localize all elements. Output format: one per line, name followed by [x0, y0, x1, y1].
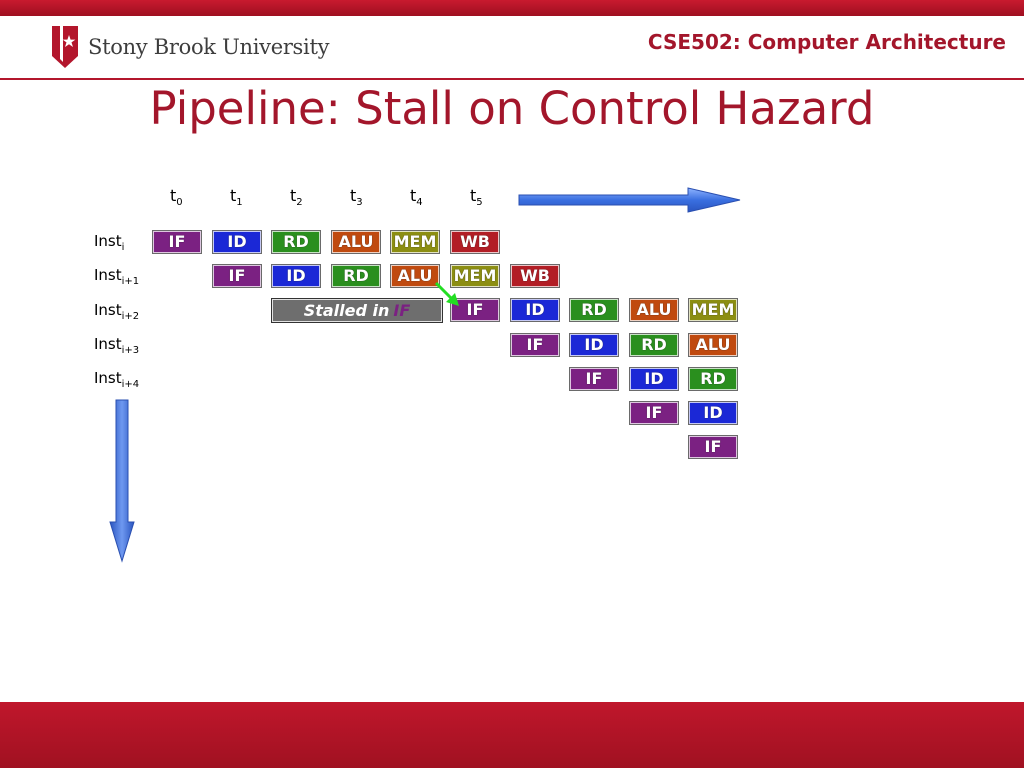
stall-release-arrow — [434, 281, 459, 306]
stage-mem-r2-c9: MEM — [688, 298, 738, 322]
instruction-label-3: Insti+3 — [94, 334, 140, 356]
time-label-0: t0 — [170, 186, 183, 208]
time-label-1: t1 — [230, 186, 243, 208]
instruction-arrow — [109, 399, 135, 563]
stage-mem-r0-c4: MEM — [390, 230, 440, 254]
course-title: CSE502: Computer Architecture — [647, 30, 1006, 54]
stage-rd-r3-c8: RD — [629, 333, 679, 357]
stage-if-r4-c7: IF — [569, 367, 619, 391]
stage-rd-r1-c3: RD — [331, 264, 381, 288]
stage-if-r3-c6: IF — [510, 333, 560, 357]
stage-mem-r1-c5: MEM — [450, 264, 500, 288]
stage-id-r1-c2: ID — [271, 264, 321, 288]
university-logo: Stony Brook University — [52, 26, 329, 68]
stage-id-r2-c6: ID — [510, 298, 560, 322]
stage-rd-r0-c2: RD — [271, 230, 321, 254]
university-name: Stony Brook University — [88, 35, 330, 59]
slide-title: Pipeline: Stall on Control Hazard — [149, 82, 875, 135]
stage-alu-r3-c9: ALU — [688, 333, 738, 357]
instruction-label-0: Insti — [94, 232, 125, 253]
time-arrow — [518, 187, 741, 213]
stage-rd-r4-c9: RD — [688, 367, 738, 391]
instruction-label-2: Insti+2 — [94, 300, 140, 322]
stage-if-r5-c8: IF — [629, 401, 679, 425]
stage-if-r1-c1: IF — [212, 264, 262, 288]
instruction-label-4: Insti+4 — [94, 369, 140, 391]
stage-id-r3-c7: ID — [569, 333, 619, 357]
stall-box: Stalled in IF — [271, 298, 443, 323]
bottom-banner — [0, 702, 1024, 768]
stage-alu-r1-c4: ALU — [390, 264, 440, 288]
stage-if-r6-c9: IF — [688, 435, 738, 459]
stage-rd-r2-c7: RD — [569, 298, 619, 322]
time-label-4: t4 — [410, 186, 423, 208]
time-label-3: t3 — [350, 186, 363, 208]
stall-text: Stalled in — [303, 301, 390, 320]
stall-stage-highlight: IF — [393, 301, 411, 320]
time-label-5: t5 — [470, 186, 483, 208]
instruction-label-1: Insti+1 — [94, 266, 140, 288]
stage-id-r5-c9: ID — [688, 401, 738, 425]
time-label-2: t2 — [290, 186, 303, 208]
stage-wb-r1-c6: WB — [510, 264, 560, 288]
stage-if-r2-c5: IF — [450, 298, 500, 322]
stage-alu-r2-c8: ALU — [629, 298, 679, 322]
stage-if-r0-c0: IF — [152, 230, 202, 254]
stage-id-r4-c8: ID — [629, 367, 679, 391]
header-divider — [0, 78, 1024, 80]
stage-id-r0-c1: ID — [212, 230, 262, 254]
shield-star-icon — [52, 26, 78, 68]
top-banner — [0, 0, 1024, 16]
stage-alu-r0-c3: ALU — [331, 230, 381, 254]
stage-wb-r0-c5: WB — [450, 230, 500, 254]
